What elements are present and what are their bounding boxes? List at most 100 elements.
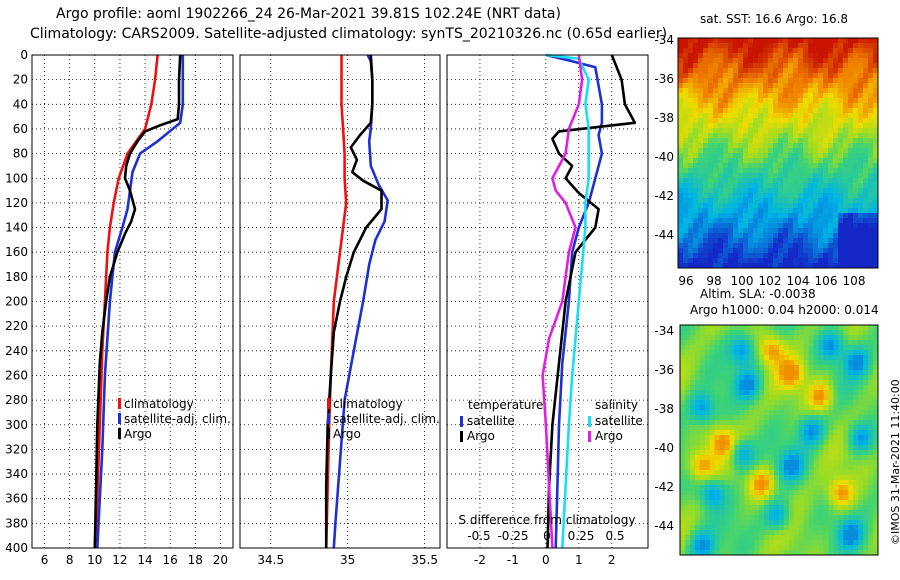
sla-cell: [823, 520, 829, 526]
sst-cell: [843, 198, 849, 204]
sst-cell: [828, 63, 834, 69]
sla-cell: [848, 475, 854, 481]
sla-cell: [744, 435, 750, 441]
sla-cell: [823, 545, 829, 551]
sst-cell: [753, 168, 759, 174]
sst-cell: [848, 253, 854, 259]
sla-cell: [843, 490, 849, 496]
sla-cell: [774, 480, 780, 486]
sla-cell: [828, 460, 834, 466]
sla-cell: [788, 495, 795, 501]
sla-cell: [848, 450, 854, 456]
sla-cell: [699, 465, 706, 471]
sst-cell: [768, 188, 774, 194]
sst-cell: [708, 48, 714, 54]
sst-cell: [873, 88, 879, 94]
sla-cell: [684, 550, 691, 556]
sla-cell: [779, 375, 785, 381]
sla-cell: [843, 445, 849, 451]
sst-cell: [773, 38, 779, 44]
sst-cell: [798, 223, 804, 229]
sla-cell: [783, 325, 790, 331]
sst-cell: [838, 168, 844, 174]
sst-cell: [758, 208, 764, 214]
sla-cell: [828, 490, 834, 496]
sst-cell: [758, 193, 764, 199]
sla-cell: [853, 430, 859, 436]
sla-cell: [769, 515, 775, 521]
sst-cell: [678, 93, 684, 99]
sst-cell: [768, 183, 774, 189]
sla-cell: [853, 505, 859, 511]
sst-cell: [838, 243, 844, 249]
sst-cell: [858, 178, 864, 184]
sst-cell: [833, 88, 839, 94]
sla-cell: [704, 550, 711, 556]
sst-cell: [868, 78, 874, 84]
sst-cell: [773, 68, 779, 74]
sst-cell: [698, 98, 704, 104]
sla-cell: [704, 490, 711, 496]
sst-cell: [693, 148, 699, 154]
sst-cell: [848, 198, 854, 204]
sst-cell: [728, 133, 734, 139]
sla-cell: [719, 545, 726, 551]
sst-cell: [868, 98, 874, 104]
sst-cell: [738, 203, 744, 209]
sla-cell: [694, 330, 701, 336]
sla-cell: [833, 375, 839, 381]
sst-cell: [678, 103, 684, 109]
sla-cell: [709, 510, 716, 516]
sla-cell: [843, 370, 849, 376]
sla-cell: [848, 505, 854, 511]
sla-cell: [704, 475, 711, 481]
sst-cell: [703, 213, 709, 219]
sla-cell: [818, 330, 825, 336]
sst-cell: [763, 143, 769, 149]
sla-cell: [813, 340, 820, 346]
sla-cell: [858, 355, 864, 361]
sst-cell: [688, 103, 694, 109]
sla-cell: [853, 420, 859, 426]
sla-cell: [843, 345, 849, 351]
sst-cell: [678, 158, 684, 164]
sla-cell: [714, 540, 721, 546]
sst-cell: [773, 133, 779, 139]
sla-cell: [734, 420, 740, 426]
sla-cell: [689, 430, 696, 436]
sst-cell: [833, 253, 839, 259]
sla-cell: [729, 515, 735, 521]
sst-cell: [853, 218, 859, 224]
sst-cell: [688, 78, 694, 84]
sst-cell: [708, 108, 714, 114]
sla-cell: [714, 415, 721, 421]
sst-cell: [678, 88, 684, 94]
sst-cell: [858, 63, 864, 69]
sst-cell: [778, 183, 784, 189]
sla-cell: [793, 500, 800, 506]
sla-cell: [684, 415, 691, 421]
sla-cell: [803, 515, 810, 521]
sla-cell: [818, 430, 825, 436]
sst-cell: [813, 208, 819, 214]
sla-cell: [759, 360, 765, 366]
sla-cell: [783, 545, 790, 551]
sst-cell: [813, 228, 819, 234]
sst-cell: [848, 223, 854, 229]
sla-cell: [774, 515, 780, 521]
sla-cell: [798, 380, 805, 386]
sla-cell: [833, 330, 839, 336]
sst-cell: [843, 263, 849, 269]
sst-cell: [858, 53, 864, 59]
sst-cell: [793, 48, 799, 54]
sst-cell: [703, 233, 709, 239]
sst-cell: [778, 53, 784, 59]
sst-cell: [683, 168, 689, 174]
sst-cell: [823, 218, 829, 224]
sla-cell: [783, 435, 790, 441]
sla-cell: [813, 465, 820, 471]
sla-cell: [828, 375, 834, 381]
sst-cell: [713, 58, 719, 64]
sst-cell: [838, 78, 844, 84]
sla-cell: [774, 385, 780, 391]
